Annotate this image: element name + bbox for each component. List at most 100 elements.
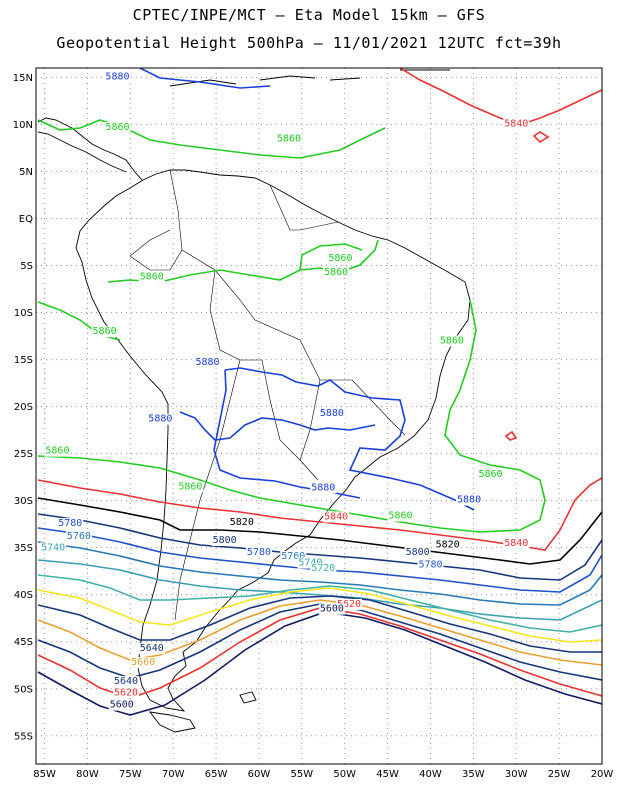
contour-label-5860: 5860 [277, 133, 301, 144]
contour-label-bg [57, 518, 84, 530]
contour-label-5880: 5880 [148, 414, 172, 425]
contour-label-5860: 5860 [328, 253, 352, 264]
contour-label-bg [417, 559, 444, 571]
contour-5640 [37, 603, 602, 681]
contour-label-bg [275, 133, 302, 145]
contour-5840-north [399, 68, 602, 126]
lon-tick-label: 85W [33, 769, 56, 780]
lat-tick-label: 50S [14, 684, 33, 695]
contour-label-bg [434, 539, 461, 551]
contour-label-bg [318, 603, 345, 615]
contour-label-bg [318, 408, 345, 419]
contour-label-bg [323, 266, 350, 278]
lat-tick-label: 15N [13, 73, 33, 84]
contour-label-bg [477, 469, 504, 481]
contour-5800 [37, 513, 602, 581]
contour-label-5800: 5800 [213, 535, 237, 546]
lon-tick-label: 20W [591, 769, 614, 780]
contour-label-bg [194, 357, 221, 369]
contour-label-bg [91, 326, 118, 338]
contour-label-5820: 5820 [436, 540, 460, 551]
contour-5880-north [139, 68, 271, 89]
contour-label-bg [147, 413, 174, 425]
contour-label-5880: 5880 [195, 357, 219, 368]
lon-tick-label: 70W [162, 769, 185, 780]
map-title: CPTEC/INPE/MCT – Eta Model 15km – GFS [132, 6, 486, 24]
contour-label-5760: 5760 [67, 531, 91, 542]
contour-5760 [37, 541, 602, 606]
contour-label-bg [228, 517, 255, 529]
contour-5680 [37, 595, 602, 653]
lat-tick-label: 30S [14, 496, 33, 507]
contour-5720 [37, 574, 602, 633]
contour-5880-inner [179, 411, 376, 441]
contour-label-bg [44, 445, 71, 457]
contour-label-5860: 5860 [388, 511, 412, 522]
contour-label-bg [108, 699, 135, 711]
contour-label-5760: 5760 [281, 551, 305, 562]
contour-label-bg [138, 643, 165, 655]
contour-label-5860: 5860 [105, 122, 129, 133]
lat-tick-label: 15S [14, 355, 33, 366]
falkland-islands [239, 691, 257, 704]
contour-label-5640: 5640 [140, 643, 164, 654]
contour-5860-east [37, 299, 546, 533]
contour-label-5880: 5880 [105, 71, 129, 82]
contour-label-5860: 5860 [93, 326, 117, 337]
contour-label-5860: 5860 [478, 469, 502, 480]
contour-5840-small [504, 430, 518, 441]
contour-label-bg [310, 482, 337, 494]
contour-label-bg [297, 557, 324, 569]
contour-label-bg [245, 547, 272, 559]
axis-ticks: 15N 10N 5N EQ 5S 10S 15S 20S 25S 30S 35S 40S 45S 50S 5… [13, 73, 614, 780]
contour-label-5660: 5660 [131, 657, 155, 668]
contour-label-5840: 5840 [504, 538, 528, 549]
contour-label-5840: 5840 [504, 118, 528, 129]
contour-label-bg [387, 510, 414, 522]
contour-label-bg [104, 71, 131, 83]
contour-label-5740: 5740 [298, 558, 322, 569]
contour-label-bg [211, 534, 238, 546]
contour-label-bg [104, 122, 131, 134]
contour-label-bg [40, 542, 67, 554]
contour-label-bg [404, 547, 431, 559]
contour-label-5800: 5800 [406, 547, 430, 558]
contour-label-5860: 5860 [45, 446, 69, 457]
contour-5780 [37, 527, 602, 593]
central-america-south-coast [37, 131, 127, 173]
contour-label-5620: 5620 [114, 687, 138, 698]
contour-5840-ring [532, 131, 550, 144]
map-subtitle: Geopotential Height 500hPa – 11/01/2021 … [56, 34, 562, 52]
contour-label-5640: 5640 [114, 676, 138, 687]
plot-frame [35, 67, 603, 765]
lon-tick-label: 50W [333, 769, 356, 780]
contour-label-5880: 5880 [457, 495, 481, 506]
lat-tick-label: 40S [14, 590, 33, 601]
lat-tick-label: 25S [14, 449, 33, 460]
contour-label-5600: 5600 [110, 700, 134, 711]
lon-tick-label: 55W [291, 769, 314, 780]
lat-tick-label: 20S [14, 402, 33, 413]
contour-label-bg [336, 598, 363, 610]
contour-label-5860: 5860 [140, 272, 164, 283]
central-america-coastline [37, 117, 143, 181]
lon-tick-label: 65W [205, 769, 228, 780]
lat-tick-label: 55S [14, 731, 33, 742]
contour-5880-south [213, 367, 475, 511]
lat-tick-label: 10S [14, 308, 33, 319]
contour-label-5780: 5780 [247, 547, 271, 558]
contour-label-bg [130, 657, 157, 669]
lat-tick-label: 5S [20, 261, 33, 272]
lon-tick-label: 25W [548, 769, 571, 780]
contour-label-5620: 5620 [337, 599, 361, 610]
contour-label-bg [503, 118, 530, 130]
lon-tick-label: 45W [376, 769, 399, 780]
lon-tick-label: 30W [505, 769, 528, 780]
contour-label-5600: 5600 [320, 604, 344, 615]
contour-label-5840: 5840 [324, 511, 348, 522]
contour-label-5880: 5880 [320, 408, 344, 419]
contour-5860-north [37, 119, 386, 159]
caribbean-islands [169, 68, 600, 87]
lat-tick-label: 5N [19, 167, 33, 178]
